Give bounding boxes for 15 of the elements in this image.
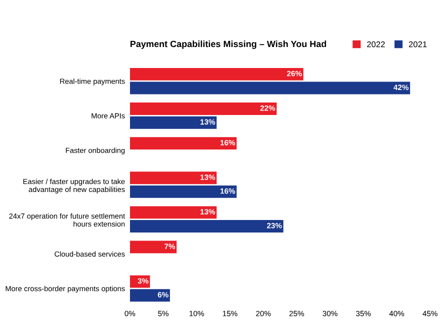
bar	[130, 82, 410, 94]
bar	[130, 102, 277, 115]
bar	[130, 68, 304, 80]
bar	[130, 185, 237, 198]
bar	[130, 240, 177, 254]
bar	[130, 172, 217, 184]
bar	[130, 220, 284, 232]
bar	[130, 275, 150, 288]
chart-title: Payment Capabilities Missing – Wish You Had	[130, 40, 326, 49]
bar	[130, 289, 170, 302]
legend-label: 2021	[408, 41, 427, 48]
legend-label: 2022	[367, 41, 385, 48]
bar	[130, 206, 217, 219]
bar	[130, 116, 217, 129]
bar	[130, 137, 237, 150]
